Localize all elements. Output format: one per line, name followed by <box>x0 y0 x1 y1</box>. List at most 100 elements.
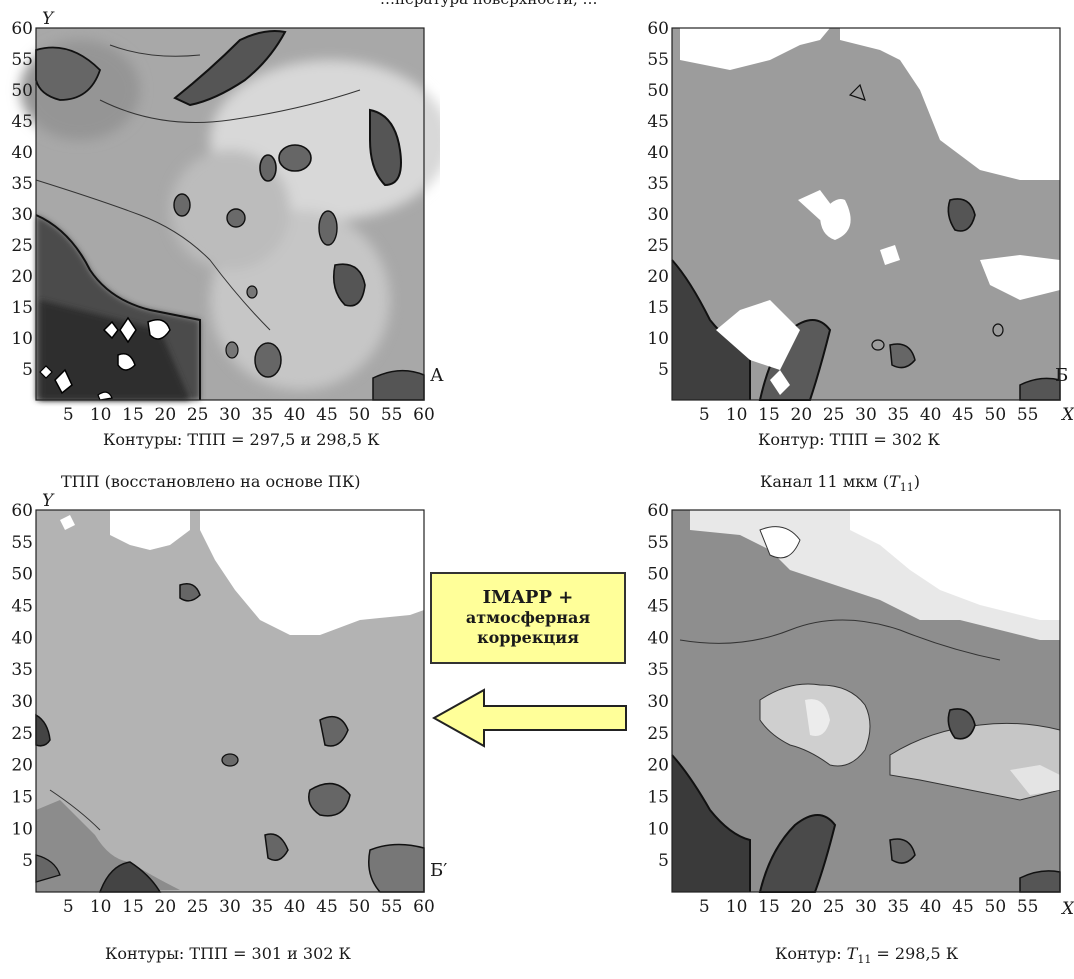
panel-bprime-title: ТПП (восстановлено на основе ПК) <box>61 472 361 491</box>
t11-ytick: 30 <box>647 692 669 712</box>
panel-b-ticks: 5 10 15 20 25 30 35 40 45 50 55 60 55 50 45 40 35 30 25 20 1… <box>647 19 1038 425</box>
b-ytick: 55 <box>647 50 669 70</box>
a-ytick: 20 <box>11 267 33 287</box>
b-xtick: 20 <box>791 405 813 425</box>
a-ytick: 35 <box>11 174 33 194</box>
t11-ytick: 5 <box>658 851 669 871</box>
t11-xtick: 30 <box>855 897 877 917</box>
t11-ytick: 15 <box>647 788 669 808</box>
t11-ytick: 60 <box>647 501 669 521</box>
panel-a-caption: Контуры: ТПП = 297,5 и 298,5 К <box>103 430 380 449</box>
bprime-xtick: 25 <box>187 897 209 917</box>
b-ytick: 25 <box>647 236 669 256</box>
bprime-xtick: 5 <box>63 897 74 917</box>
panel-a-letter: А <box>430 365 444 386</box>
bprime-ytick: 5 <box>22 851 33 871</box>
callout-line3: коррекция <box>477 628 579 647</box>
bprime-ytick: 20 <box>11 756 33 776</box>
t11-ytick: 20 <box>647 756 669 776</box>
panel-b-map <box>671 28 1061 401</box>
t11-xtick: 55 <box>1017 897 1039 917</box>
panel-bprime-letter: Б′ <box>430 860 448 881</box>
bprime-xtick: 60 <box>413 897 435 917</box>
panel-t11-frame <box>671 509 1061 893</box>
panel-a-y-label: Y <box>42 9 55 29</box>
bprime-xtick: 30 <box>219 897 241 917</box>
a-ytick: 50 <box>11 81 33 101</box>
panel-bprime-caption: Контуры: ТПП = 301 и 302 К <box>105 944 351 963</box>
bprime-ytick: 15 <box>11 788 33 808</box>
panel-t11-ticks: 5 10 15 20 25 30 35 40 45 50 55 60 55 50 45 40 35 30 25 20 1… <box>647 501 1038 917</box>
bprime-ytick: 60 <box>11 501 33 521</box>
bprime-ytick: 30 <box>11 692 33 712</box>
bprime-ytick: 50 <box>11 565 33 585</box>
t11-xtick: 25 <box>823 897 845 917</box>
panel-t11-title-suffix: ) <box>913 472 920 491</box>
a-xtick: 15 <box>122 405 144 425</box>
a-xtick: 25 <box>187 405 209 425</box>
left-arrow-icon <box>432 688 627 748</box>
b-ytick: 35 <box>647 174 669 194</box>
panel-t11-caption-sub: 11 <box>857 953 872 967</box>
panel-a: 5 10 15 20 25 30 35 40 45 50 55 60 60 55 50 45 40 35 30 25 2… <box>11 9 440 425</box>
panel-t11-map <box>671 510 1061 893</box>
t11-xtick: 50 <box>985 897 1007 917</box>
b-ytick: 45 <box>647 112 669 132</box>
a-xtick: 50 <box>349 405 371 425</box>
panel-bprime-y-label: Y <box>42 491 55 511</box>
a-ytick: 10 <box>11 329 33 349</box>
a-ytick: 5 <box>22 360 33 380</box>
panel-b-frame <box>671 27 1061 401</box>
panel-b-caption: Контур: ТПП = 302 К <box>758 430 940 449</box>
b-xtick: 30 <box>855 405 877 425</box>
b-ytick: 40 <box>647 143 669 163</box>
panel-t11-title-prefix: Канал 11 мкм ( <box>760 472 890 491</box>
bprime-xtick: 45 <box>316 897 338 917</box>
panel-bprime-frame <box>35 509 425 893</box>
t11-xtick: 45 <box>952 897 974 917</box>
b-xtick: 50 <box>985 405 1007 425</box>
panel-bprime: 5 10 15 20 25 30 35 40 45 50 55 60 60 55 50 45 40 35 30 25 2… <box>11 491 434 917</box>
panel-t11-x-label: X <box>1060 899 1074 919</box>
t11-ytick: 55 <box>647 533 669 553</box>
bprime-xtick: 40 <box>284 897 306 917</box>
panel-bprime-map <box>35 510 425 893</box>
callout-line1: IMAPP + <box>482 587 574 608</box>
top-header: …пература поверхности, … <box>380 0 598 8</box>
b-ytick: 50 <box>647 81 669 101</box>
a-ytick: 15 <box>11 298 33 318</box>
callout-line2: атмосферная <box>465 608 591 627</box>
t11-xtick: 35 <box>888 897 910 917</box>
panel-b: 5 10 15 20 25 30 35 40 45 50 55 60 55 50 45 40 35 30 25 20 1… <box>647 19 1074 425</box>
panel-t11-title: Канал 11 мкм (T11) <box>760 472 920 494</box>
t11-ytick: 45 <box>647 597 669 617</box>
bprime-ytick: 45 <box>11 597 33 617</box>
bprime-ytick: 25 <box>11 724 33 744</box>
a-xtick: 60 <box>413 405 435 425</box>
panel-b-letter: Б <box>1055 365 1069 386</box>
a-xtick: 10 <box>90 405 112 425</box>
a-xtick: 55 <box>381 405 403 425</box>
bprime-xtick: 15 <box>122 897 144 917</box>
t11-ytick: 10 <box>647 819 669 839</box>
t11-ytick: 35 <box>647 660 669 680</box>
a-ytick: 30 <box>11 205 33 225</box>
b-xtick: 55 <box>1017 405 1039 425</box>
a-ytick: 60 <box>11 19 33 39</box>
panel-bprime-ticks: 5 10 15 20 25 30 35 40 45 50 55 60 60 55 50 45 40 35 30 25 2… <box>11 501 434 917</box>
imapp-callout: IMAPP + атмосферная коррекция <box>430 572 626 664</box>
t11-xtick: 5 <box>699 897 710 917</box>
b-ytick: 60 <box>647 19 669 39</box>
panel-b-x-label: X <box>1060 405 1074 425</box>
bprime-ytick: 55 <box>11 533 33 553</box>
b-xtick: 15 <box>758 405 780 425</box>
b-ytick: 20 <box>647 267 669 287</box>
panel-a-frame <box>35 27 425 401</box>
bprime-ytick: 40 <box>11 628 33 648</box>
b-xtick: 35 <box>888 405 910 425</box>
bprime-ytick: 35 <box>11 660 33 680</box>
bprime-xtick: 35 <box>252 897 274 917</box>
a-xtick: 30 <box>219 405 241 425</box>
panel-t11-caption-prefix: Контур: <box>775 944 847 963</box>
bprime-xtick: 50 <box>349 897 371 917</box>
